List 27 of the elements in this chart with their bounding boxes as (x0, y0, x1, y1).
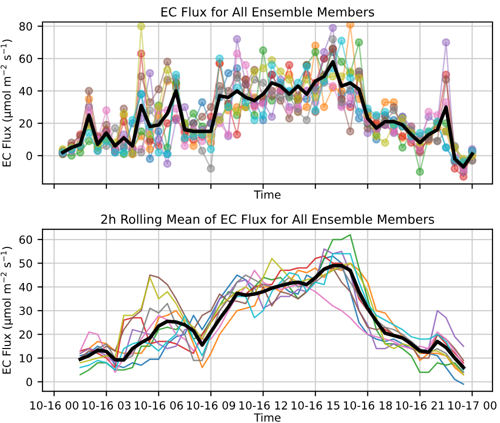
y-tick-label: 60 (19, 235, 32, 244)
y-axis-title: EC Flux (μmol m$^{−2}$ s$^{−1}$) (0, 246, 13, 374)
x-tick-label: 10-16 03 (82, 401, 130, 410)
chart-title: EC Flux for All Ensemble Members (162, 6, 374, 17)
y-tick-label: 40 (19, 86, 32, 96)
x-tick-label: 10-16 00 (30, 401, 78, 410)
y-tick-label: 10 (20, 354, 32, 362)
y-tick-label: 50 (19, 259, 32, 268)
x-tick-label: 10-16 21 (396, 401, 444, 410)
y-tick-label: 0 (26, 378, 32, 386)
y-tick-label: 30 (19, 306, 32, 316)
x-tick-label: 10-17 00 (448, 401, 496, 410)
x-axis-title: Time (254, 190, 280, 199)
x-tick-label: 10-16 06 (134, 401, 183, 410)
y-tick-label: 0 (26, 152, 32, 160)
y-tick-label: 40 (19, 282, 32, 292)
x-tick-label: 10-16 18 (344, 401, 392, 410)
x-axis-title: Time (254, 413, 280, 422)
y-axis-title: EC Flux (μmol m$^{−2}$ s$^{−1}$) (0, 40, 13, 166)
x-tick-label: 10-16 09 (187, 401, 236, 410)
x-tick-label: 10-16 15 (292, 401, 340, 410)
x-tick-label: 10-16 12 (239, 401, 288, 410)
y-tick-label: 80 (19, 22, 32, 31)
chart-title: 2h Rolling Mean of EC Flux for All Ensemble Members (101, 214, 434, 226)
y-tick-label: 60 (19, 54, 32, 63)
y-tick-label: 20 (19, 330, 32, 339)
y-tick-label: 20 (19, 119, 32, 128)
